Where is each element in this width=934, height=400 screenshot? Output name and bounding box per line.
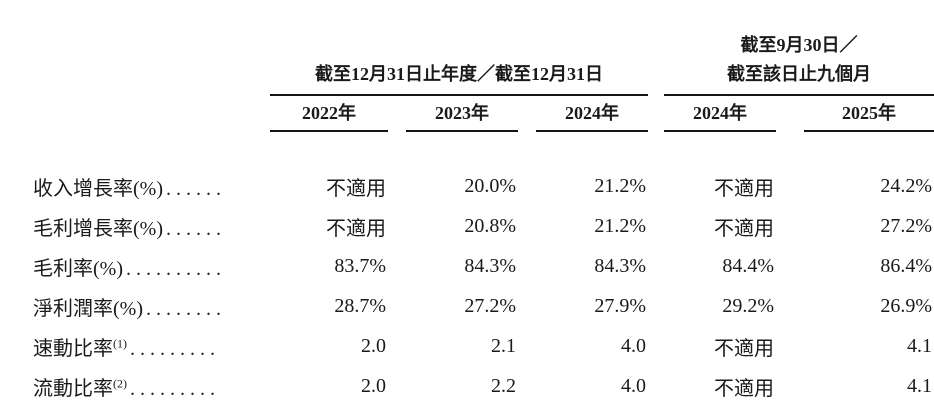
year-header-row: 2022年 2023年 2024年 2024年 2025年 [0,95,934,132]
footnote-marker: (1) [113,335,127,350]
label-column-spacer [0,20,270,95]
dot-leader: .......... [125,257,226,280]
column-group-nine-months: 截至9月30日／ 截至該日止九個月 [664,20,934,96]
row-label: 毛利增長率(%)...... [33,217,226,240]
dot-leader: ......... [130,337,220,360]
year-header-2022: 2022年 [270,95,388,132]
value-cell: 4.0 [621,374,647,397]
value-cell: 不適用 [326,177,386,200]
value-cell: 20.8% [464,214,516,237]
value-cell: 2.0 [361,374,386,397]
value-cell: 20.0% [464,174,516,197]
row-label: 收入增長率(%)...... [33,177,226,200]
group-gap [648,20,664,95]
value-cell: 27.2% [880,214,933,237]
value-cell: 24.2% [880,174,933,197]
year-header-2024-9m: 2024年 [664,95,777,132]
table-row-revenue-growth: 收入增長率(%)...... 不適用 20.0% 21.2% 不適用 24.2% [0,166,934,206]
financial-ratios-table: 截至12月31日止年度／截至12月31日 截至9月30日／ 截至該日止九個月 2… [0,20,934,400]
column-group-annual-label: 截至12月31日止年度／截至12月31日 [315,64,604,84]
value-cell: 2.2 [491,374,516,397]
column-group-nine-months-line1: 截至9月30日／ [740,35,858,55]
value-cell: 28.7% [334,294,386,317]
value-cell: 2.1 [491,334,516,357]
dot-leader: ........ [145,297,226,320]
value-cell: 21.2% [594,174,647,197]
table-row-gross-margin: 毛利率(%).......... 83.7% 84.3% 84.3% 84.4%… [0,246,934,286]
dot-leader: ......... [130,377,220,400]
value-cell: 86.4% [880,254,933,277]
value-cell: 83.7% [334,254,386,277]
label-column-spacer [0,95,270,131]
row-label: 速動比率(1)......... [33,335,220,360]
row-label: 毛利率(%).......... [33,257,226,280]
value-cell: 84.3% [464,254,516,277]
column-group-nine-months-line2: 截至該日止九個月 [727,64,872,84]
value-cell: 4.1 [907,374,933,397]
value-cell: 27.9% [594,294,647,317]
value-cell: 不適用 [714,377,775,400]
year-header-2023: 2023年 [406,95,518,132]
table-row-current-ratio: 流動比率(2)......... 2.0 2.2 4.0 不適用 4.1 [0,366,934,400]
group-header-row: 截至12月31日止年度／截至12月31日 截至9月30日／ 截至該日止九個月 [0,20,934,96]
dot-leader: ...... [165,217,226,240]
value-cell: 不適用 [714,337,775,360]
dot-leader: ...... [165,177,226,200]
value-cell: 不適用 [326,217,386,240]
row-label: 流動比率(2)......... [33,375,220,400]
year-header-2025-9m: 2025年 [804,95,934,132]
value-cell: 84.3% [594,254,647,277]
value-cell: 4.1 [907,334,933,357]
header-body-spacer [0,131,934,166]
value-cell: 27.2% [464,294,516,317]
table-row-net-margin: 淨利潤率(%)........ 28.7% 27.2% 27.9% 29.2% … [0,286,934,326]
year-header-2024: 2024年 [536,95,649,132]
table-row-quick-ratio: 速動比率(1)......... 2.0 2.1 4.0 不適用 4.1 [0,326,934,366]
value-cell: 29.2% [722,294,775,317]
value-cell: 2.0 [361,334,386,357]
column-group-annual: 截至12月31日止年度／截至12月31日 [270,20,649,96]
row-label: 淨利潤率(%)........ [33,297,226,320]
value-cell: 26.9% [880,294,933,317]
value-cell: 84.4% [722,254,775,277]
value-cell: 不適用 [714,177,775,200]
value-cell: 不適用 [714,217,775,240]
footnote-marker: (2) [113,375,127,390]
value-cell: 21.2% [594,214,647,237]
value-cell: 4.0 [621,334,647,357]
table-row-gross-profit-growth: 毛利增長率(%)...... 不適用 20.8% 21.2% 不適用 27.2% [0,206,934,246]
